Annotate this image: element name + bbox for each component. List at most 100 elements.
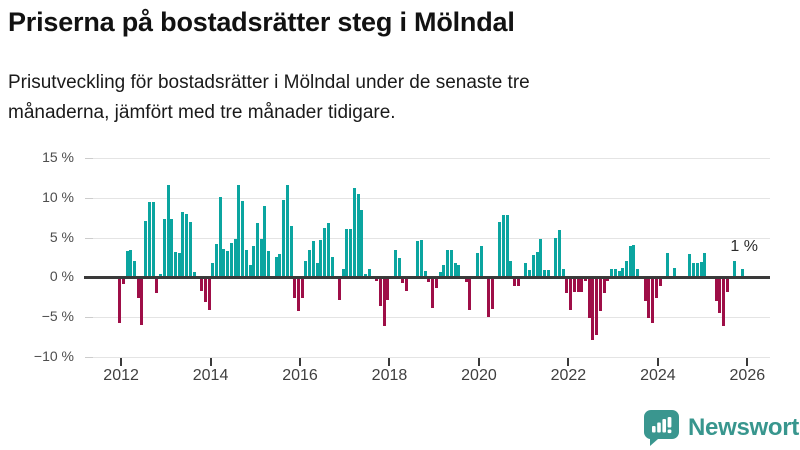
negative-bar bbox=[718, 277, 722, 314]
y-axis-label: −10 % bbox=[33, 347, 74, 364]
y-axis-label: 15 % bbox=[42, 149, 74, 166]
positive-bar bbox=[162, 219, 166, 278]
positive-bar bbox=[695, 263, 699, 278]
negative-bar bbox=[569, 277, 573, 310]
positive-bar bbox=[364, 274, 368, 278]
negative-bar bbox=[714, 277, 718, 302]
negative-bar bbox=[293, 277, 297, 298]
newsworthy-logo-link[interactable]: Newsworthy bbox=[643, 410, 800, 446]
negative-bar bbox=[490, 277, 494, 310]
gridline bbox=[88, 356, 770, 358]
x-axis-label: 2014 bbox=[192, 367, 229, 384]
positive-bar bbox=[554, 238, 558, 278]
positive-bar bbox=[535, 251, 539, 278]
positive-bar bbox=[449, 249, 453, 278]
positive-bar bbox=[211, 263, 215, 278]
positive-bar bbox=[285, 185, 289, 278]
positive-bar bbox=[621, 267, 625, 278]
negative-bar bbox=[338, 277, 342, 300]
positive-bar bbox=[423, 270, 427, 278]
positive-bar bbox=[259, 239, 263, 278]
negative-bar bbox=[140, 277, 144, 325]
negative-bar bbox=[572, 277, 576, 293]
negative-bar bbox=[487, 277, 491, 317]
y-axis-tick bbox=[85, 158, 93, 160]
negative-bar bbox=[434, 277, 438, 288]
positive-bar bbox=[319, 239, 323, 278]
positive-bar bbox=[256, 222, 260, 278]
positive-bar bbox=[326, 223, 330, 278]
y-axis-label: 0 % bbox=[49, 268, 74, 285]
positive-bar bbox=[502, 214, 506, 278]
negative-bar bbox=[598, 277, 602, 311]
positive-bar bbox=[237, 185, 241, 278]
positive-bar bbox=[557, 229, 561, 278]
negative-bar bbox=[580, 277, 584, 293]
negative-bar bbox=[427, 277, 431, 283]
positive-bar bbox=[356, 193, 360, 278]
x-axis-label: 2016 bbox=[282, 367, 318, 384]
negative-bar bbox=[203, 277, 207, 302]
zero-axis-line bbox=[84, 275, 770, 279]
y-axis-tick bbox=[85, 237, 93, 239]
positive-bar bbox=[617, 270, 621, 278]
x-axis-tick bbox=[477, 357, 480, 366]
positive-bar bbox=[666, 253, 670, 278]
positive-bar bbox=[229, 243, 233, 278]
negative-bar bbox=[584, 277, 588, 282]
positive-bar bbox=[315, 263, 319, 278]
positive-bar bbox=[185, 213, 189, 278]
positive-bar bbox=[688, 254, 692, 278]
x-axis-tick bbox=[388, 357, 391, 366]
x-axis-label: 2022 bbox=[550, 367, 587, 384]
negative-bar bbox=[602, 277, 606, 294]
negative-bar bbox=[405, 277, 409, 291]
positive-bar bbox=[222, 248, 226, 278]
positive-bar bbox=[360, 209, 364, 278]
negative-bar bbox=[651, 277, 655, 324]
positive-bar bbox=[475, 253, 479, 278]
positive-bar bbox=[692, 263, 696, 278]
positive-bar bbox=[274, 257, 278, 278]
newsworthy-logo-text: Newsworthy bbox=[688, 414, 800, 441]
y-axis-tick bbox=[85, 197, 93, 199]
negative-bar bbox=[118, 277, 122, 323]
positive-bar bbox=[218, 197, 222, 278]
positive-bar bbox=[289, 226, 293, 278]
positive-bar bbox=[151, 201, 155, 278]
positive-bar bbox=[241, 201, 245, 278]
positive-bar bbox=[457, 264, 461, 278]
positive-bar bbox=[129, 250, 133, 278]
gridline bbox=[88, 158, 770, 160]
x-axis-label: 2020 bbox=[461, 367, 497, 384]
positive-bar bbox=[524, 263, 528, 278]
negative-bar bbox=[513, 277, 517, 287]
y-axis-label: 5 % bbox=[49, 228, 74, 245]
positive-bar bbox=[625, 261, 629, 278]
negative-bar bbox=[155, 277, 159, 294]
negative-bar bbox=[382, 277, 386, 326]
negative-bar bbox=[725, 277, 729, 292]
positive-bar bbox=[244, 250, 248, 278]
y-axis-label: −5 % bbox=[41, 308, 74, 324]
positive-bar bbox=[438, 271, 442, 278]
negative-bar bbox=[647, 277, 651, 318]
gridline bbox=[88, 197, 770, 199]
positive-bar bbox=[330, 257, 334, 278]
negative-bar bbox=[297, 277, 301, 312]
negative-bar bbox=[643, 277, 647, 302]
negative-bar bbox=[468, 277, 472, 310]
positive-bar bbox=[248, 264, 252, 278]
positive-bar bbox=[349, 228, 353, 278]
positive-bar bbox=[740, 269, 744, 278]
negative-bar bbox=[207, 277, 211, 310]
positive-bar bbox=[278, 254, 282, 278]
latest-value-label: 1 % bbox=[730, 238, 758, 255]
positive-bar bbox=[632, 244, 636, 278]
positive-bar bbox=[539, 239, 543, 278]
negative-bar bbox=[379, 277, 383, 306]
positive-bar bbox=[420, 239, 424, 278]
negative-bar bbox=[375, 277, 379, 282]
positive-bar bbox=[133, 261, 136, 278]
positive-bar bbox=[498, 221, 502, 278]
